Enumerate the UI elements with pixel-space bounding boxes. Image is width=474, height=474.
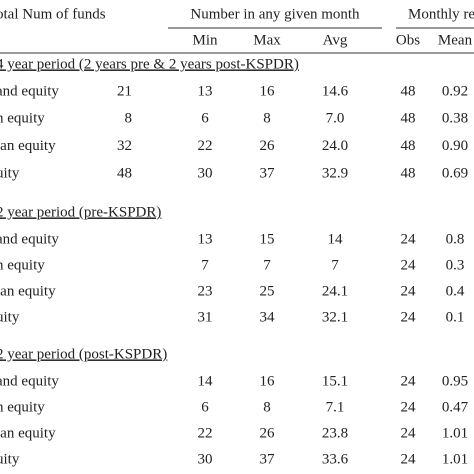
cell: 8: [263, 399, 271, 415]
cell: 26: [260, 425, 276, 441]
cell: 22: [198, 138, 213, 154]
cell: 24: [401, 283, 417, 299]
cell: 16: [260, 373, 276, 389]
cell: 0.4: [446, 283, 465, 299]
row-label: and equity: [0, 373, 59, 389]
row-label: and equity: [0, 231, 59, 247]
cell: 21: [117, 83, 132, 99]
cell: 0.8: [446, 231, 465, 247]
cell: 15: [260, 231, 275, 247]
cell: 30: [198, 165, 213, 181]
cell: 7.0: [326, 111, 345, 127]
row-label: ian equity: [0, 283, 56, 299]
cell: 48: [401, 111, 416, 127]
cell: 14: [328, 231, 344, 247]
column-group: Monthly re: [408, 6, 474, 22]
cell: 0.3: [446, 257, 465, 273]
cell: 48: [117, 165, 132, 181]
column-group: otal Num of funds: [0, 6, 106, 22]
cell: 48: [401, 83, 416, 99]
row-label: n equity: [0, 111, 45, 127]
row-label: uity: [0, 165, 20, 181]
cell: 6: [201, 111, 209, 127]
column-header: Avg: [323, 32, 348, 48]
cell: 30: [198, 451, 213, 467]
cell: 8: [263, 111, 271, 127]
cell: 7: [201, 257, 209, 273]
cell: 15.1: [322, 373, 348, 389]
cell: 13: [198, 231, 213, 247]
cell: 7: [331, 257, 339, 273]
cell: 24: [401, 257, 417, 273]
column-header: Mean: [438, 32, 473, 48]
cell: 24.1: [322, 283, 348, 299]
cell: 24: [401, 425, 417, 441]
row-label: n equity: [0, 399, 45, 415]
cell: 24.0: [322, 138, 348, 154]
cell: 6: [201, 399, 209, 415]
cell: 0.69: [442, 165, 468, 181]
cell: 0.1: [446, 309, 465, 325]
cell: 26: [260, 138, 276, 154]
cell: 32.9: [322, 165, 348, 181]
cell: 14.6: [322, 83, 349, 99]
row-label: uity: [0, 309, 20, 325]
cell: 31: [198, 309, 213, 325]
cell: 0.95: [442, 373, 468, 389]
cell: 1.01: [442, 425, 468, 441]
cell: 32: [117, 138, 132, 154]
cell: 23.8: [322, 425, 348, 441]
cell: 24: [401, 373, 417, 389]
row-label: ian equity: [0, 425, 56, 441]
cell: 37: [260, 165, 276, 181]
row-label: n equity: [0, 257, 45, 273]
cell: 13: [198, 83, 213, 99]
row-label: uity: [0, 451, 20, 467]
cell: 25: [260, 283, 275, 299]
cell: 37: [260, 451, 276, 467]
cell: 33.6: [322, 451, 349, 467]
cell: 48: [401, 165, 416, 181]
cell: 24: [401, 451, 417, 467]
cell: 0.47: [442, 399, 469, 415]
cell: 48: [401, 138, 416, 154]
column-header: Max: [253, 32, 281, 48]
cell: 7: [263, 257, 271, 273]
cell: 14: [198, 373, 214, 389]
column-header: Min: [192, 32, 218, 48]
cell: 24: [401, 309, 417, 325]
cell: 7.1: [326, 399, 345, 415]
row-label: and equity: [0, 83, 59, 99]
cell: 24: [401, 231, 417, 247]
cell: 1.01: [442, 451, 468, 467]
cell: 16: [260, 83, 276, 99]
cell: 22: [198, 425, 213, 441]
cell: 0.92: [442, 83, 468, 99]
row-label: ian equity: [0, 138, 56, 154]
cell: 8: [125, 111, 133, 127]
cell: 24: [401, 399, 417, 415]
cell: 0.90: [442, 138, 468, 154]
cell: 32.1: [322, 309, 348, 325]
cell: 34: [260, 309, 276, 325]
column-group: Number in any given month: [190, 6, 360, 22]
cell: 0.38: [442, 111, 468, 127]
cell: 23: [198, 283, 213, 299]
column-header: Obs: [396, 32, 420, 48]
section-title: 2 year period (post-KSPDR): [0, 346, 167, 362]
section-title: 4 year period (2 years pre & 2 years pos…: [0, 56, 299, 72]
section-title: 2 year period (pre-KSPDR): [0, 204, 161, 220]
